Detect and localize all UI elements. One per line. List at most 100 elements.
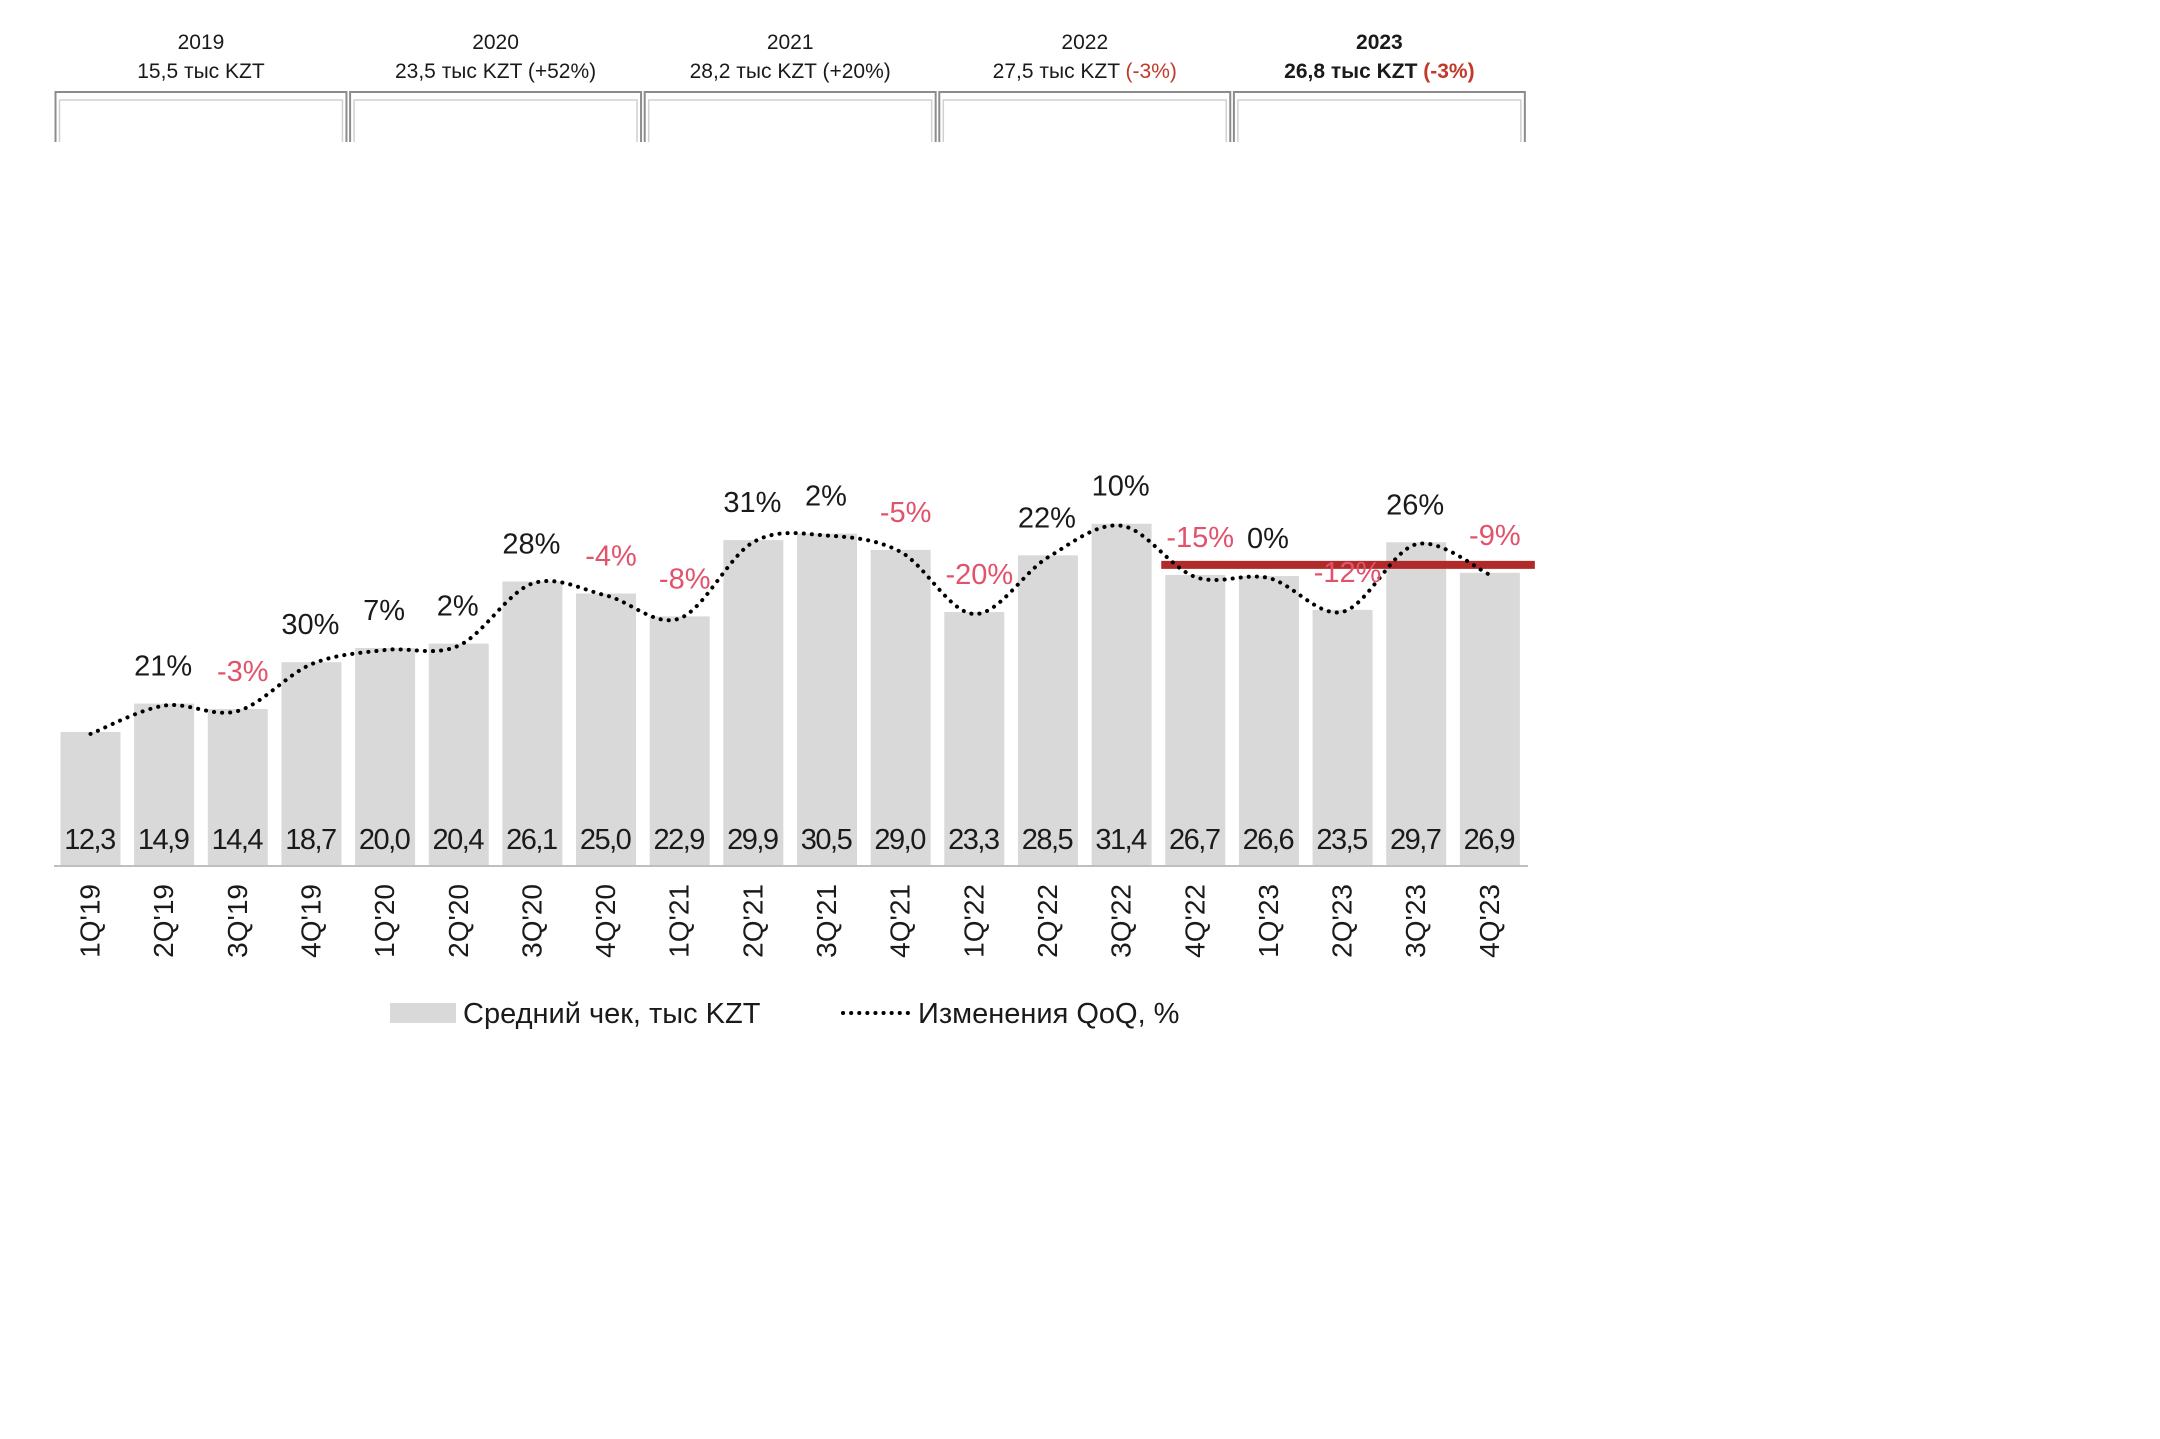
year-bracket-inner-2022 xyxy=(942,99,1227,142)
bar-2Q'23 xyxy=(1312,609,1373,866)
qoq-label: 30% xyxy=(281,609,339,641)
qoq-label: 0% xyxy=(1247,523,1289,555)
x-tick-label: 2Q'20 xyxy=(443,884,474,958)
bar-value-label: 20,4 xyxy=(433,824,485,856)
bar-1Q'21 xyxy=(649,616,710,866)
bar-3Q'21 xyxy=(797,533,857,866)
bar-value-label: 26,1 xyxy=(506,824,557,856)
x-tick-label: 1Q'19 xyxy=(75,884,106,958)
bar-2Q'19 xyxy=(134,703,195,866)
bar-3Q'23 xyxy=(1386,542,1447,866)
x-tick-label: 1Q'20 xyxy=(369,884,400,958)
year-bracket-inner-2023 xyxy=(1237,99,1522,142)
year-header-2019: 2019 xyxy=(178,31,225,54)
year-bracket-2021 xyxy=(643,91,937,142)
bar-value-label: 29,9 xyxy=(727,824,778,856)
x-tick-label: 2Q'23 xyxy=(1327,884,1358,958)
x-tick-label: 4Q'21 xyxy=(885,884,916,958)
x-tick-label: 4Q'23 xyxy=(1474,884,1505,958)
qoq-label: 21% xyxy=(134,651,192,683)
bar-4Q'22 xyxy=(1165,574,1226,866)
qoq-label: 26% xyxy=(1386,489,1444,521)
bar-1Q'20 xyxy=(355,648,416,866)
qoq-label: 7% xyxy=(363,595,405,627)
bar-value-label: 23,5 xyxy=(1316,824,1367,856)
bar-3Q'20 xyxy=(502,581,563,866)
year-bracket-2019 xyxy=(54,91,348,142)
year-header-2023: 2023 xyxy=(1356,31,1403,54)
qoq-label: -4% xyxy=(585,541,637,573)
year-value-2021: 28,2 тыс KZT (+20%) xyxy=(690,60,891,83)
year-header-2021: 2021 xyxy=(767,31,814,54)
bar-value-label: 29,0 xyxy=(874,824,925,856)
qoq-label: 2% xyxy=(805,481,847,513)
x-tick-label: 1Q'21 xyxy=(664,884,695,958)
qoq-label: -20% xyxy=(945,559,1013,591)
year-value-2022: 27,5 тыс KZT (-3%) xyxy=(993,60,1177,83)
year-bracket-inner-2019 xyxy=(58,99,344,142)
bar-value-label: 23,3 xyxy=(948,824,999,856)
bar-value-label: 14,4 xyxy=(212,824,264,856)
x-tick-label: 1Q'22 xyxy=(958,884,989,958)
qoq-label: -8% xyxy=(659,563,711,595)
bar-value-label: 29,7 xyxy=(1390,824,1441,856)
qoq-label: -12% xyxy=(1314,557,1382,589)
bar-4Q'23 xyxy=(1459,572,1520,866)
bar-value-label: 26,9 xyxy=(1464,824,1515,856)
qoq-label: 10% xyxy=(1092,471,1150,503)
bar-value-label: 28,5 xyxy=(1022,824,1073,856)
qoq-label: 22% xyxy=(1018,502,1076,534)
bar-3Q'22 xyxy=(1091,523,1152,866)
x-tick-label: 3Q'23 xyxy=(1400,884,1431,958)
year-bracket-2023 xyxy=(1232,91,1526,142)
chart: 2019 15,5 тыс KZT 2020 23,5 тыс KZT (+52%) 2… xyxy=(54,31,1535,1030)
qoq-label: -9% xyxy=(1469,520,1521,552)
year-bracket-inner-2020 xyxy=(353,99,638,142)
bar-4Q'20 xyxy=(576,593,637,866)
bar-value-label: 26,6 xyxy=(1243,824,1294,856)
year-value-2023: 26,8 тыс KZT (-3%) xyxy=(1284,60,1474,83)
bar-value-label: 14,9 xyxy=(138,824,189,856)
year-bracket-2020 xyxy=(349,91,643,142)
year-bracket-2022 xyxy=(938,91,1232,142)
bar-value-label: 12,3 xyxy=(64,824,115,856)
qoq-label: 28% xyxy=(502,529,560,561)
x-tick-label: 4Q'20 xyxy=(590,884,621,958)
year-header-2022: 2022 xyxy=(1061,31,1108,54)
legend-bar-label: Средний чек, тыс KZT xyxy=(463,998,761,1030)
x-tick-label: 3Q'21 xyxy=(811,884,842,958)
qoq-label: -3% xyxy=(217,656,269,688)
bar-1Q'23 xyxy=(1238,576,1299,866)
bar-value-label: 30,5 xyxy=(801,824,852,856)
bars xyxy=(60,523,1520,866)
chart-svg: 2019 15,5 тыс KZT 2020 23,5 тыс KZT (+52%) 2… xyxy=(54,31,1535,1030)
bar-1Q'22 xyxy=(944,612,1005,866)
bar-2Q'20 xyxy=(428,643,489,866)
x-tick-label: 3Q'20 xyxy=(516,884,547,958)
year-value-2019: 15,5 тыс KZT xyxy=(137,60,265,83)
x-tick-label: 4Q'19 xyxy=(295,884,326,958)
bar-2Q'22 xyxy=(1017,555,1078,866)
x-tick-label: 1Q'23 xyxy=(1253,884,1284,958)
x-tick-label: 3Q'19 xyxy=(222,884,253,958)
qoq-labels: 21% -3% 30% 7% 2% 28% -4% -8% 31% 2% -5% -20%22% 10%… xyxy=(134,471,1521,688)
legend-bar-swatch xyxy=(390,1003,456,1023)
bar-3Q'19 xyxy=(207,709,268,866)
bar-1Q'19 xyxy=(60,731,121,866)
bar-value-label: 31,4 xyxy=(1095,824,1147,856)
x-tick-label: 2Q'21 xyxy=(737,884,768,958)
x-tick-label: 2Q'22 xyxy=(1032,884,1063,958)
bar-4Q'21 xyxy=(870,549,931,866)
qoq-label: -15% xyxy=(1166,522,1234,554)
x-tick-label: 2Q'19 xyxy=(148,884,179,958)
year-bracket-inner-2021 xyxy=(647,99,933,142)
year-header-2020: 2020 xyxy=(472,31,519,54)
qoq-label: 31% xyxy=(723,487,781,519)
year-value-2020: 23,5 тыс KZT (+52%) xyxy=(395,60,596,83)
bar-value-label: 18,7 xyxy=(285,824,336,856)
bar-value-label: 22,9 xyxy=(653,824,704,856)
bar-2Q'21 xyxy=(723,540,784,866)
legend: Средний чек, тыс KZT Изменения QoQ, % xyxy=(390,998,1179,1030)
x-axis: 1Q'19 2Q'19 3Q'19 4Q'19 1Q'20 2Q'20 3Q'20 4Q'20… xyxy=(54,865,1528,958)
qoq-label: 2% xyxy=(437,591,479,623)
